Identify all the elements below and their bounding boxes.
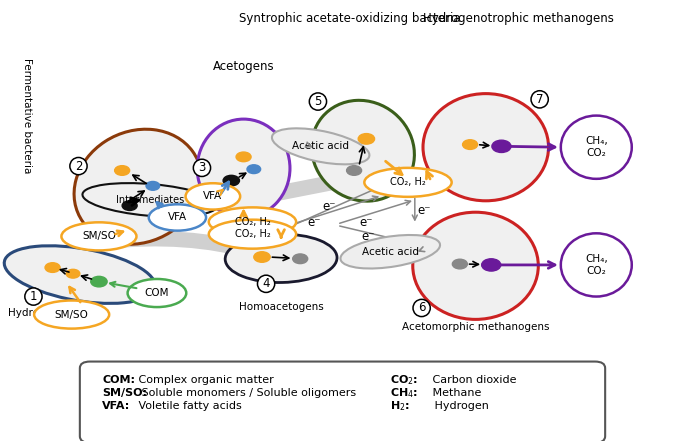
Ellipse shape [34,301,109,328]
Ellipse shape [209,207,296,236]
Text: COM: COM [145,288,169,298]
Ellipse shape [197,119,290,217]
Circle shape [247,165,260,174]
Text: Hydrogen: Hydrogen [425,401,489,412]
Ellipse shape [561,116,632,179]
Text: Acetic acid: Acetic acid [292,141,349,151]
Circle shape [146,182,160,190]
Text: Soluble monomers / Soluble oligomers: Soluble monomers / Soluble oligomers [138,388,356,398]
Text: VFA:: VFA: [102,401,131,412]
Ellipse shape [272,128,369,164]
Text: CO₂, H₂: CO₂, H₂ [234,217,271,227]
Ellipse shape [364,168,451,197]
Ellipse shape [423,94,549,201]
Text: 7: 7 [536,93,543,106]
Text: Syntrophic acetate-oxidizing bacteria: Syntrophic acetate-oxidizing bacteria [238,12,460,26]
Circle shape [236,152,251,162]
Circle shape [347,166,362,175]
Circle shape [452,259,467,269]
Ellipse shape [149,204,206,231]
Ellipse shape [82,183,218,217]
Circle shape [462,140,477,149]
Text: COM:: COM: [102,375,136,385]
Circle shape [114,166,129,175]
Ellipse shape [74,129,201,244]
Text: SM/SO: SM/SO [82,231,116,241]
Text: Hydrogenotrophic methanogens: Hydrogenotrophic methanogens [423,12,614,26]
Circle shape [66,269,80,278]
Text: Methane: Methane [429,388,482,398]
Ellipse shape [4,246,155,303]
Text: CO$_2$:: CO$_2$: [390,373,419,387]
Text: e⁻: e⁻ [307,216,321,229]
Text: CH$_4$:: CH$_4$: [390,386,419,400]
Circle shape [358,133,375,144]
Text: CO₂, H₂: CO₂, H₂ [390,177,426,187]
Circle shape [492,140,511,152]
Text: 4: 4 [262,277,270,290]
Text: e⁻: e⁻ [361,230,375,243]
Text: VFA: VFA [168,213,187,222]
Circle shape [90,276,107,287]
Text: Complex organic matter: Complex organic matter [128,375,274,385]
Text: CO₂, H₂: CO₂, H₂ [234,229,271,239]
Text: e⁻: e⁻ [418,204,431,217]
Text: Voletile fatty acids: Voletile fatty acids [128,401,242,412]
Text: Fermentative bacteria: Fermentative bacteria [23,58,32,173]
Text: Acetomorphic methanogens: Acetomorphic methanogens [402,322,549,332]
Ellipse shape [312,100,414,201]
Text: VFA: VFA [203,191,223,202]
Text: 2: 2 [75,160,82,172]
Text: Acetic acid: Acetic acid [362,247,419,257]
Text: 1: 1 [29,290,37,303]
Text: SM/SO:: SM/SO: [102,388,147,398]
Ellipse shape [62,222,136,251]
Text: 3: 3 [198,161,205,174]
Circle shape [122,201,137,210]
Text: CH₄,
CO₂: CH₄, CO₂ [585,254,608,276]
Text: Acetogens: Acetogens [213,60,275,73]
Ellipse shape [340,235,440,268]
Circle shape [292,254,308,263]
Ellipse shape [561,233,632,297]
Text: 5: 5 [314,95,322,108]
Ellipse shape [186,183,240,210]
Circle shape [223,175,240,186]
Text: Carbon dioxide: Carbon dioxide [429,375,516,385]
FancyBboxPatch shape [80,362,605,442]
Ellipse shape [209,220,296,249]
Text: H$_2$:: H$_2$: [390,400,410,413]
Circle shape [45,263,60,272]
Ellipse shape [127,279,186,307]
Text: e⁻: e⁻ [360,216,373,229]
Circle shape [482,259,501,271]
Ellipse shape [225,234,337,282]
Text: CH₄,
CO₂: CH₄, CO₂ [585,137,608,158]
Text: Intermediates: Intermediates [116,195,184,205]
Text: e⁻: e⁻ [322,200,336,213]
Text: SM/SO: SM/SO [55,309,88,320]
Text: Hydrolytic bacteria: Hydrolytic bacteria [8,308,108,318]
Text: Homoacetogens: Homoacetogens [239,301,323,312]
Ellipse shape [413,212,538,320]
Text: 6: 6 [418,301,425,314]
Circle shape [254,252,270,262]
